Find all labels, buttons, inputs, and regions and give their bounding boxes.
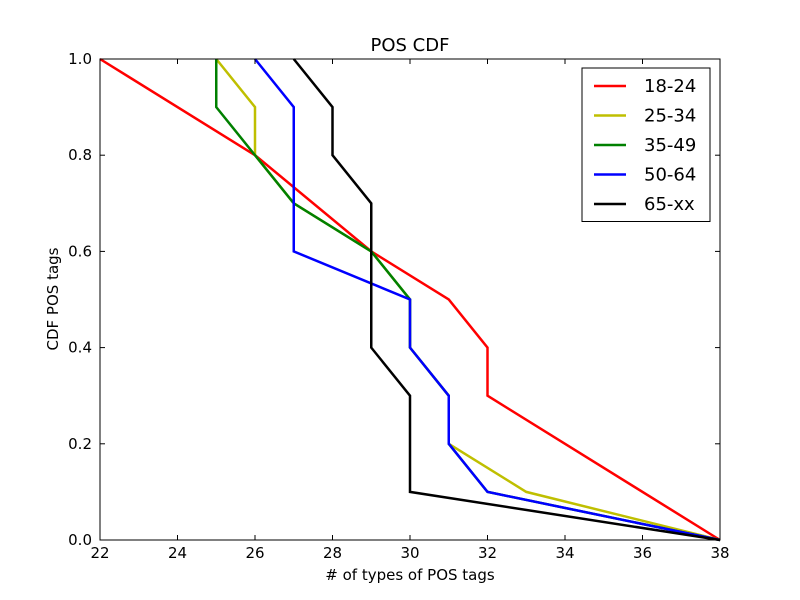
x-tick-label: 34 [555, 544, 574, 562]
legend: 18-24 25-34 35-49 50-64 65-xx [581, 67, 711, 222]
series-line-50-64 [254, 58, 721, 542]
y-tick-label: 0.6 [68, 242, 92, 260]
x-tick-label: 24 [168, 544, 187, 562]
legend-label-18-24: 18-24 [644, 76, 696, 97]
x-tick-label: 30 [400, 544, 419, 562]
x-tick-label: 22 [90, 544, 109, 562]
legend-label-50-64: 50-64 [644, 165, 696, 186]
y-axis-label: CDF POS tags [44, 247, 62, 350]
x-axis-label: # of types of POS tags [325, 566, 495, 584]
y-tick-label: 0.4 [68, 339, 92, 357]
x-tick-label: 28 [323, 544, 342, 562]
x-tick-label: 36 [633, 544, 652, 562]
y-tick-label: 1.0 [68, 50, 92, 68]
x-tick-label: 38 [710, 544, 729, 562]
legend-label-35-49: 35-49 [644, 135, 696, 156]
y-tick-label: 0.2 [68, 435, 92, 453]
x-tick-label: 32 [478, 544, 497, 562]
y-tick-label: 0.0 [68, 531, 92, 549]
legend-label-25-34: 25-34 [644, 106, 696, 127]
series-line-65-xx [292, 58, 721, 542]
x-tick-label: 26 [245, 544, 264, 562]
legend-label-65-xx: 65-xx [644, 194, 695, 215]
chart-title: POS CDF [371, 35, 450, 56]
plot-area: 22 24 26 28 30 32 34 36 38 0.0 0.2 0.4 0.6 0.8 1.0 [68, 50, 729, 562]
y-tick-label: 0.8 [68, 146, 92, 164]
